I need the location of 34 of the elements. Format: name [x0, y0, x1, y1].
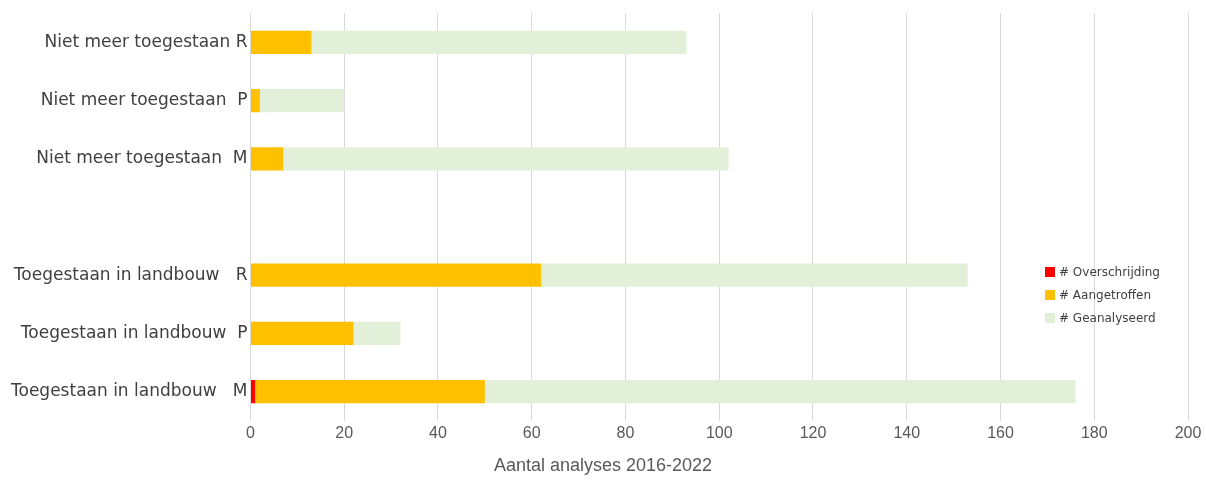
x-tick-label: 200 — [1174, 423, 1202, 441]
bar — [484, 380, 1076, 404]
bar — [353, 321, 401, 346]
x-tick-label: 100 — [705, 423, 733, 441]
x-tick-label: 0 — [246, 423, 256, 441]
x-tick-label: 180 — [1080, 423, 1108, 441]
y-tick-label: Niet meer toegestaan R — [44, 30, 248, 51]
bar — [259, 88, 345, 113]
legend-label: # Aangetroffen — [1059, 287, 1152, 302]
y-tick-label: Niet meer toegestaan P — [40, 88, 248, 109]
legend-label: # Geanalyseerd — [1059, 310, 1156, 325]
legend-label: # Overschrijding — [1059, 264, 1160, 279]
x-tick-label: 160 — [987, 423, 1014, 441]
bar — [541, 263, 968, 287]
x-tick-label: 120 — [799, 423, 827, 441]
bar — [283, 147, 729, 171]
y-tick-label: Toegestaan in landbouw P — [19, 321, 248, 342]
y-tick-label: Toegestaan in landbouw M — [10, 380, 248, 401]
x-tick-label: 20 — [335, 423, 354, 441]
x-tick-label: 140 — [893, 423, 921, 441]
x-tick-label: 60 — [522, 423, 541, 441]
bar — [251, 380, 256, 404]
y-tick-label: Toegestaan in landbouw R — [12, 263, 248, 284]
bar — [311, 30, 687, 54]
bar — [251, 263, 542, 287]
bar — [251, 321, 354, 346]
x-tick-label: 40 — [429, 423, 447, 441]
bar — [255, 380, 485, 404]
bar — [251, 147, 284, 171]
bar — [251, 30, 312, 54]
x-tick-label: 80 — [616, 423, 635, 441]
bar — [251, 88, 260, 113]
x-axis-title: Aantal analyses 2016-2022 — [492, 455, 714, 476]
y-tick-label: Niet meer toegestaan M — [36, 147, 248, 168]
